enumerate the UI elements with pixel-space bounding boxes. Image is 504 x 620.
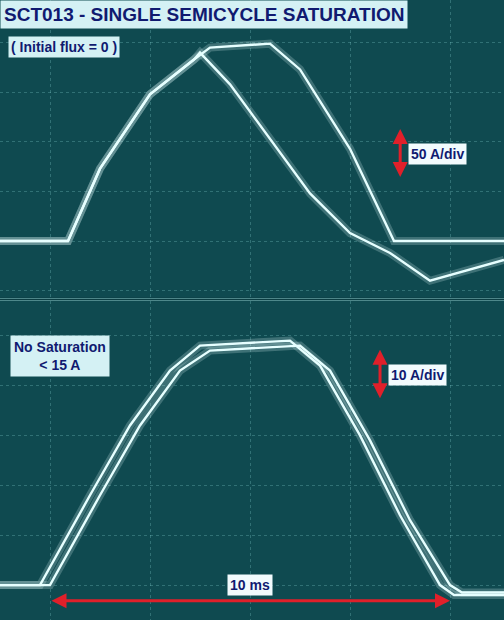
svg-text:50 A/div: 50 A/div — [411, 146, 464, 162]
svg-text:No Saturation< 15 A: No Saturation< 15 A — [14, 339, 106, 373]
svg-text:10 A/div: 10 A/div — [391, 367, 444, 383]
svg-text:( Initial flux = 0 ): ( Initial flux = 0 ) — [11, 39, 117, 55]
svg-text:10 ms: 10 ms — [230, 577, 270, 593]
svg-text:SCT013 - SINGLE SEMICYCLE SATU: SCT013 - SINGLE SEMICYCLE SATURATION — [4, 4, 404, 25]
